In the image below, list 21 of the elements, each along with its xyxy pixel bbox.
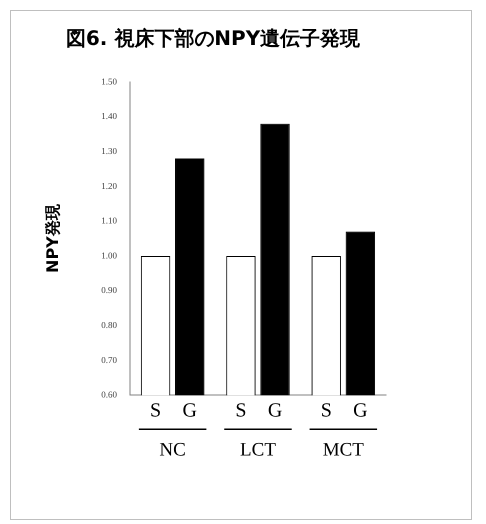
y-axis-title: NPY発現 (42, 203, 62, 273)
text: S (235, 399, 246, 422)
y-tick-label: 1.10 (101, 216, 118, 226)
series-label: G (268, 399, 282, 422)
y-tick-label: 1.00 (101, 250, 118, 260)
y-tick-label: 1.40 (101, 111, 118, 122)
y-tick-label: 1.20 (101, 180, 118, 191)
x-tick-label: MCT (322, 440, 364, 461)
y-tick-label: 1.50 (101, 76, 118, 86)
text: G (182, 399, 197, 422)
text: G (353, 399, 368, 422)
y-tick-label: 0.90 (101, 285, 118, 296)
y-tick-label: 0.80 (101, 320, 118, 330)
series-label: S (150, 399, 162, 422)
text: S (320, 399, 332, 422)
y-tick-label: 0.60 (101, 390, 118, 400)
x-tick-label: NC (159, 440, 186, 461)
chart-title: 図6. 視床下部のNPY遺伝子発現 (66, 26, 362, 50)
y-tick-label: 1.30 (101, 146, 118, 156)
y-tick-label: 0.70 (101, 354, 118, 365)
x-tick-label: LCT (240, 440, 276, 461)
